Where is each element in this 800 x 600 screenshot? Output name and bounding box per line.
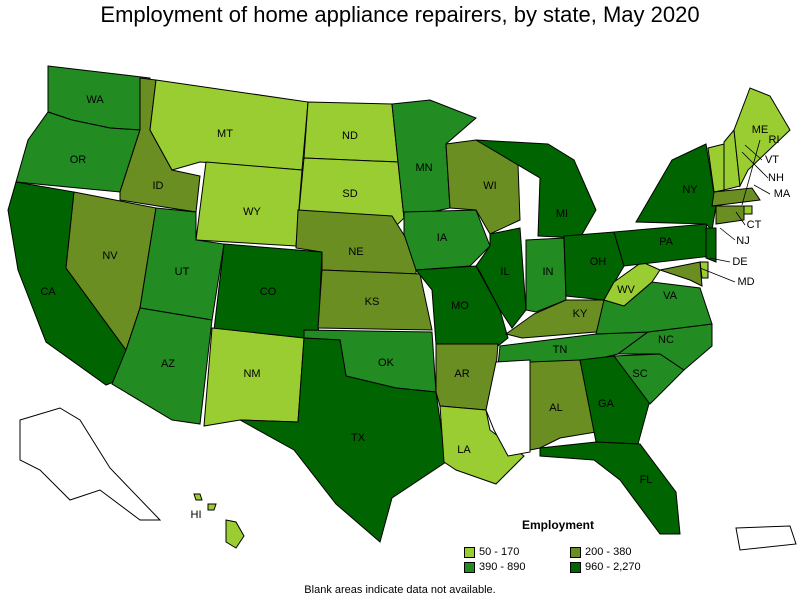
legend-label-3: 390 - 890: [479, 561, 526, 573]
state-label-de: DE: [732, 256, 747, 268]
state-label-or: OR: [70, 154, 87, 166]
state-label-nc: NC: [658, 334, 674, 346]
legend-swatch-2: [570, 546, 581, 558]
state-label-fl: FL: [640, 474, 653, 486]
state-label-wv: WV: [617, 284, 635, 296]
state-label-ga: GA: [598, 398, 615, 410]
state-label-hi: HI: [191, 509, 202, 521]
state-label-ma: MA: [774, 188, 791, 200]
legend-item-4: 960 - 2,270: [570, 561, 641, 573]
state-mi: [475, 139, 597, 239]
state-mt: [149, 79, 309, 171]
state-il: [475, 227, 527, 329]
state-ma: [711, 187, 761, 207]
state-label-nd: ND: [342, 130, 358, 142]
state-fl: [539, 441, 681, 535]
state-label-vt: VT: [765, 154, 779, 166]
legend-item-2: 200 - 380: [570, 546, 631, 558]
state-label-nj: NJ: [736, 235, 749, 247]
legend-item-3: 390 - 890: [464, 561, 525, 573]
state-md: [658, 261, 703, 287]
state-label-il: IL: [500, 266, 509, 278]
state-wy: [195, 161, 303, 247]
state-hi: [193, 493, 245, 549]
state-label-ne: NE: [348, 246, 363, 258]
state-label-ks: KS: [365, 296, 380, 308]
state-label-la: LA: [457, 444, 471, 456]
legend-label-1: 50 - 170: [479, 546, 520, 558]
state-in: [525, 237, 567, 313]
state-label-oh: OH: [590, 256, 607, 268]
state-label-sc: SC: [632, 368, 647, 380]
state-label-nv: NV: [102, 250, 118, 262]
state-label-ct: CT: [747, 219, 762, 231]
state-ga: [579, 355, 651, 445]
state-label-mn: MN: [415, 162, 432, 174]
state-pr: [735, 525, 797, 551]
state-label-al: AL: [549, 402, 562, 414]
legend-swatch-1: [464, 546, 475, 558]
state-label-wa: WA: [86, 94, 104, 106]
state-label-nm: NM: [243, 368, 260, 380]
state-label-id: ID: [153, 180, 164, 192]
state-la: [439, 405, 525, 485]
state-ms: [485, 359, 531, 457]
footnote: Blank areas indicate data not available.: [304, 584, 496, 596]
legend-label-4: 960 - 2,270: [585, 561, 641, 573]
state-ct: [715, 205, 745, 225]
state-label-ky: KY: [573, 308, 588, 320]
state-az: [111, 307, 213, 425]
state-label-tn: TN: [553, 344, 568, 356]
state-label-md: MD: [737, 276, 754, 288]
state-label-wy: WY: [243, 206, 261, 218]
state-label-ok: OK: [378, 357, 395, 369]
state-me: [733, 87, 791, 188]
legend: Employment 50 - 170 200 - 380 390 - 890 …: [462, 518, 662, 578]
legend-title: Employment: [522, 518, 595, 532]
legend-item-1: 50 - 170: [464, 546, 519, 558]
state-label-pa: PA: [659, 236, 674, 248]
state-tx: [239, 337, 447, 543]
state-mo: [415, 265, 509, 347]
state-label-sd: SD: [342, 188, 357, 200]
state-ri: [743, 205, 753, 215]
state-ak: [19, 407, 162, 521]
state-nj: [705, 227, 717, 263]
state-label-ar: AR: [454, 368, 469, 380]
state-label-va: VA: [663, 290, 678, 302]
map-title: Employment of home appliance repairers, …: [100, 2, 700, 27]
state-label-mi: MI: [556, 208, 568, 220]
state-label-in: IN: [543, 266, 554, 278]
state-label-me: ME: [752, 124, 769, 136]
state-label-wi: WI: [483, 180, 496, 192]
state-label-tx: TX: [351, 432, 366, 444]
state-label-az: AZ: [161, 358, 175, 370]
legend-swatch-4: [570, 561, 581, 573]
legend-swatch-3: [464, 561, 475, 573]
state-label-nh: NH: [768, 172, 784, 184]
state-ny: [635, 143, 717, 232]
state-label-mt: MT: [217, 128, 233, 140]
state-label-mo: MO: [451, 300, 469, 312]
state-ks: [317, 269, 433, 331]
state-label-ca: CA: [40, 286, 56, 298]
state-label-ny: NY: [682, 184, 698, 196]
state-label-co: CO: [260, 286, 277, 298]
state-label-ri: RI: [769, 134, 780, 146]
state-label-ia: IA: [437, 232, 448, 244]
legend-label-2: 200 - 380: [585, 546, 632, 558]
state-label-ut: UT: [175, 266, 190, 278]
